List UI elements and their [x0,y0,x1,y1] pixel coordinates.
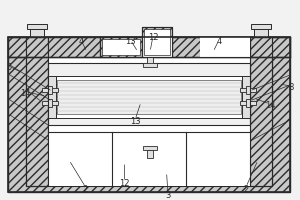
Bar [55,76,243,118]
Bar [102,39,128,55]
Bar [242,76,250,118]
Bar [250,57,272,186]
Bar [48,37,100,57]
Bar [48,37,98,57]
Bar [240,101,256,105]
Bar [200,37,250,57]
Bar [200,37,250,57]
Bar [240,88,256,92]
Bar [26,37,48,57]
Text: 13: 13 [130,117,140,127]
Bar [48,37,100,57]
Bar [8,37,290,57]
Text: 2: 2 [83,184,88,194]
Bar [246,86,250,94]
Bar [147,150,153,158]
Bar [143,146,157,150]
Bar [100,37,142,57]
Bar [172,37,250,57]
Bar [48,57,250,186]
Bar [147,57,153,64]
Bar [48,63,250,125]
Bar [26,39,272,55]
Text: 2: 2 [243,184,249,194]
Bar [30,29,44,37]
Bar [8,37,290,192]
Text: 8: 8 [288,83,294,92]
Text: 4: 4 [78,38,84,46]
Bar [26,43,272,186]
Text: 5: 5 [6,64,12,72]
Bar [102,39,140,55]
Bar [246,99,250,107]
Bar [251,24,271,29]
Bar [48,99,52,107]
Bar [26,57,48,186]
Text: 14: 14 [265,102,275,110]
Text: 14: 14 [20,90,31,98]
Text: 4: 4 [216,38,222,46]
Bar [100,37,142,57]
Bar [100,37,142,57]
Bar [42,88,58,92]
Text: 12: 12 [148,33,158,43]
Text: 3: 3 [165,190,171,200]
Bar [172,37,250,57]
Bar [48,86,52,94]
Text: 12: 12 [119,180,130,188]
Bar [48,76,56,118]
Bar [144,29,170,55]
Bar [26,37,48,186]
Text: 13: 13 [125,38,136,46]
Bar [48,37,100,57]
Bar [42,101,58,105]
Bar [142,27,172,57]
Bar [142,27,172,57]
Bar [27,24,47,29]
Bar [8,37,290,192]
Bar [250,37,272,57]
Bar [143,63,157,67]
Bar [48,57,250,186]
Bar [100,37,130,57]
Bar [200,37,250,57]
Bar [254,29,268,37]
Bar [142,37,172,57]
Bar [57,80,241,114]
Bar [250,37,272,186]
